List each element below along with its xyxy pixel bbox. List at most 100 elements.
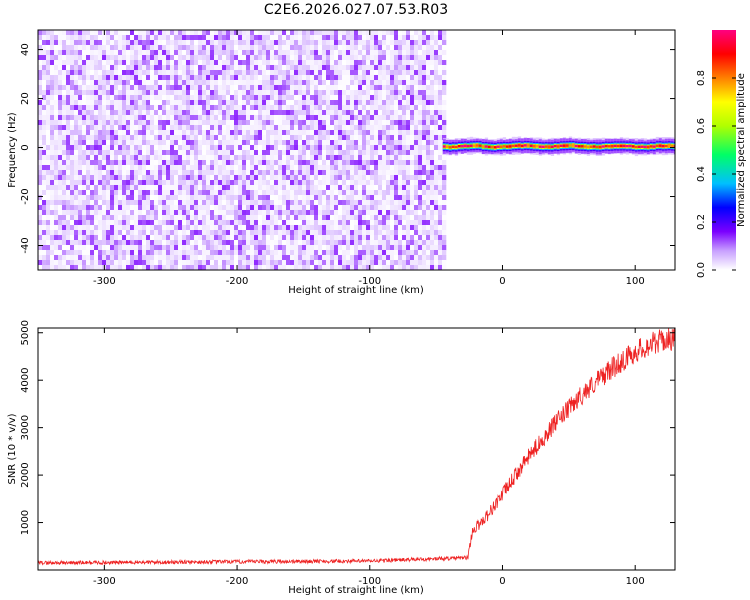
spectrogram-cell xyxy=(258,210,263,216)
spectrogram-cell xyxy=(298,195,303,201)
spectrogram-cell xyxy=(66,220,71,226)
spectrogram-cell xyxy=(290,35,295,41)
spectrogram-cell xyxy=(378,135,383,141)
spectrogram-cell xyxy=(190,175,195,181)
spectrogram-cell xyxy=(130,205,135,211)
spectrogram-cell xyxy=(78,85,83,91)
spectrogram-cell xyxy=(62,235,67,241)
spectrogram-cell xyxy=(246,65,251,71)
spectrogram-cell xyxy=(202,145,207,151)
spectrogram-cell xyxy=(298,260,303,266)
spectrogram-cell xyxy=(358,130,363,136)
spectrogram-cell xyxy=(138,100,143,106)
spectrogram-cell xyxy=(158,230,163,236)
spectrogram-cell xyxy=(418,260,423,266)
spectrogram-cell xyxy=(326,75,331,81)
spectrogram-cell xyxy=(246,185,251,191)
spectrogram-cell xyxy=(142,220,147,226)
spectrogram-cell xyxy=(98,120,103,126)
spectrogram-cell xyxy=(246,230,251,236)
spectrogram-cell xyxy=(178,190,183,196)
spectrogram-cell xyxy=(194,30,199,36)
spectrogram-cell xyxy=(386,200,391,206)
spectrogram-cell xyxy=(350,155,355,161)
spectrogram-cell xyxy=(122,110,127,116)
spectrogram-cell xyxy=(66,230,71,236)
spectrogram-cell xyxy=(370,110,375,116)
spectrogram-cell xyxy=(102,220,107,226)
spectrogram-cell xyxy=(238,255,243,261)
spectrogram-cell xyxy=(102,90,107,96)
spectrogram-cell xyxy=(194,145,199,151)
spectrogram-cell xyxy=(354,250,359,256)
spectrogram-cell xyxy=(50,65,55,71)
spectrogram-cell xyxy=(138,205,143,211)
spectrogram-cell xyxy=(286,190,291,196)
spectrogram-cell xyxy=(406,115,411,121)
spectrogram-cell xyxy=(318,70,323,76)
spectrogram-cell xyxy=(302,190,307,196)
spectrogram-cell xyxy=(90,235,95,241)
spectrogram-cell xyxy=(202,125,207,131)
spectrogram-cell xyxy=(114,95,119,101)
spectrogram-cell xyxy=(282,105,287,111)
spectrogram-cell xyxy=(414,160,419,166)
spectrogram-cell xyxy=(250,45,255,51)
spectrogram-cell xyxy=(190,40,195,46)
spectrogram-cell xyxy=(310,145,315,151)
spectrogram-cell xyxy=(206,60,211,66)
spectrogram-cell xyxy=(434,265,439,270)
spectrogram-cell xyxy=(46,60,51,66)
spectrogram-cell xyxy=(330,195,335,201)
spectrogram-cell xyxy=(150,160,155,166)
spectrogram-cell xyxy=(50,165,55,171)
spectrogram-cell xyxy=(126,95,131,101)
spectrogram-cell xyxy=(234,110,239,116)
spectrogram-cell xyxy=(66,105,71,111)
spectrogram-cell xyxy=(178,175,183,181)
spectrogram-cell xyxy=(306,70,311,76)
spectrogram-cell xyxy=(154,210,159,216)
spectrogram-cell xyxy=(46,210,51,216)
spectrogram-cell xyxy=(274,165,279,171)
spectrogram-cell xyxy=(206,265,211,270)
spectrogram-cell xyxy=(82,50,87,56)
spectrogram-cell xyxy=(178,180,183,186)
spectrogram-cell xyxy=(162,215,167,221)
spectrogram-cell xyxy=(286,250,291,256)
spectrogram-cell xyxy=(178,265,183,270)
spectrogram-cell xyxy=(94,250,99,256)
spectrogram-cell xyxy=(70,75,75,81)
spectrogram-cell xyxy=(286,120,291,126)
spectrogram-cell xyxy=(374,225,379,231)
spectrogram-cell xyxy=(134,105,139,111)
spectrogram-cell xyxy=(58,125,63,131)
spectrogram-cell xyxy=(106,155,111,161)
spectrogram-cell xyxy=(98,260,103,266)
spectrogram-cell xyxy=(234,170,239,176)
spectrogram-cell xyxy=(202,100,207,106)
spectrogram-cell xyxy=(58,65,63,71)
spectrogram-cell xyxy=(46,200,51,206)
spectrogram-cell xyxy=(326,40,331,46)
spectrogram-cell xyxy=(330,180,335,186)
spectrogram-cell xyxy=(278,60,283,66)
spectrogram-cell xyxy=(230,160,235,166)
spectrogram-cell xyxy=(402,50,407,56)
spectrogram-cell xyxy=(198,155,203,161)
spectrogram-cell xyxy=(94,170,99,176)
spectrogram-cell xyxy=(238,50,243,56)
spectrogram-cell xyxy=(270,165,275,171)
spectrogram-cell xyxy=(38,190,43,196)
spectrogram-cell xyxy=(174,165,179,171)
spectrogram-cell xyxy=(66,205,71,211)
spectrogram-cell xyxy=(42,45,47,51)
spectrogram-cell xyxy=(426,255,431,261)
spectrogram-cell xyxy=(38,50,43,56)
spectrogram-cell xyxy=(38,115,43,121)
spectrogram-cell xyxy=(150,155,155,161)
spectrogram-cell xyxy=(70,105,75,111)
spectrogram-cell xyxy=(386,195,391,201)
spectrogram-cell xyxy=(210,155,215,161)
spectrogram-cell xyxy=(46,110,51,116)
